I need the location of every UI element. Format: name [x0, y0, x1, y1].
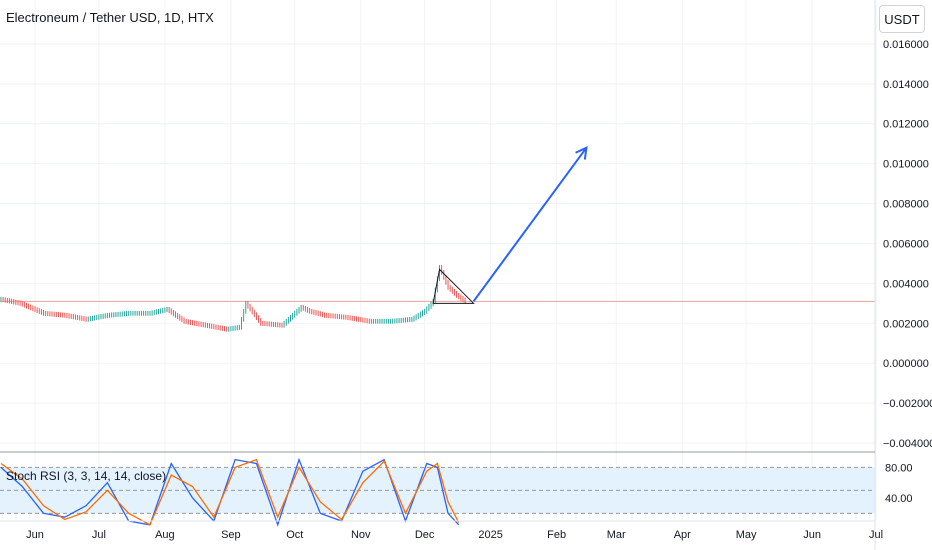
arrow-drawing — [472, 147, 588, 302]
stoch-rsi-label: Stoch RSI (3, 3, 14, 14, close) — [6, 469, 167, 483]
x-tick-label: Apr — [674, 529, 691, 541]
stoch-rsi-tick-label: 80.00 — [885, 462, 913, 474]
triangle-drawing — [432, 268, 475, 304]
x-tick-label: Aug — [155, 529, 175, 541]
x-tick-label: Jun — [803, 529, 821, 541]
y-tick-label: 0.016000 — [883, 39, 929, 51]
chart-title: Electroneum / Tether USD, 1D, HTX — [6, 10, 214, 25]
x-tick-label: Feb — [547, 529, 566, 541]
x-tick-label: Sep — [221, 529, 241, 541]
stoch-rsi-tick-label: 40.00 — [885, 493, 913, 505]
y-tick-label: 0.012000 — [883, 119, 929, 131]
x-tick-label: Mar — [607, 529, 626, 541]
x-tick-label: Oct — [286, 529, 303, 541]
y-tick-label: 0.014000 — [883, 79, 929, 91]
currency-button[interactable]: USDT — [879, 5, 925, 33]
x-tick-label: Dec — [415, 529, 435, 541]
y-tick-label: −0.004000 — [883, 438, 932, 450]
x-tick-label: 2025 — [478, 529, 502, 541]
x-tick-label: Jul — [92, 529, 106, 541]
x-tick-label: Jul — [869, 529, 883, 541]
arrow-head — [575, 145, 588, 160]
x-tick-label: Nov — [351, 529, 371, 541]
x-tick-label: Jun — [26, 529, 44, 541]
y-tick-label: 0.006000 — [883, 238, 929, 250]
y-tick-label: 0.000000 — [883, 358, 929, 370]
y-tick-label: 0.008000 — [883, 199, 929, 211]
y-tick-label: −0.002000 — [883, 398, 932, 410]
stoch-rsi-k-line — [0, 457, 460, 527]
x-tick-label: May — [736, 529, 757, 541]
y-tick-label: 0.004000 — [883, 278, 929, 290]
stoch-rsi-d-line — [0, 458, 460, 526]
y-tick-label: 0.002000 — [883, 318, 929, 330]
y-tick-label: 0.010000 — [883, 159, 929, 171]
